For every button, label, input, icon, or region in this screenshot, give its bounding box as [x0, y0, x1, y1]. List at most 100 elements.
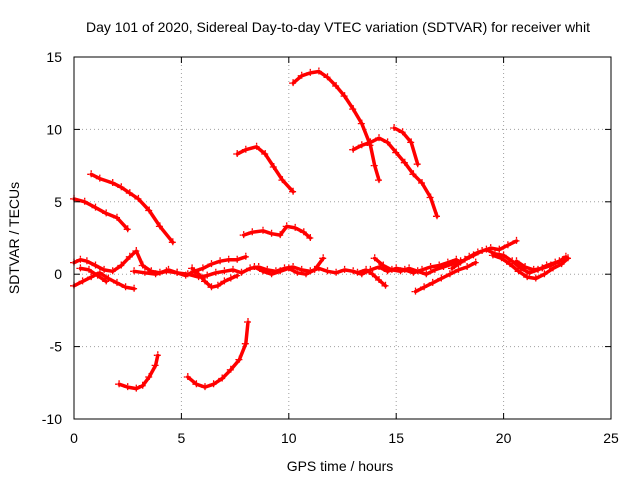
plus-marker: [299, 228, 308, 237]
plus-marker: [529, 265, 538, 274]
plus-marker: [153, 351, 162, 360]
plus-marker: [113, 213, 121, 222]
plus-marker: [383, 138, 392, 147]
plus-marker: [267, 270, 276, 279]
plus-marker: [323, 267, 332, 276]
plus-marker: [370, 254, 379, 263]
plus-marker: [370, 161, 379, 170]
plus-marker: [368, 270, 377, 279]
plus-marker: [241, 252, 250, 261]
x-axis-label: GPS time / hours: [287, 458, 394, 474]
plus-marker: [209, 380, 218, 389]
plus-marker: [121, 283, 130, 292]
series-trace: [351, 136, 439, 219]
plus-marker: [226, 365, 235, 374]
plus-marker: [293, 268, 302, 277]
series-trace: [89, 172, 175, 245]
plus-marker: [546, 261, 555, 270]
plus-marker: [426, 263, 435, 271]
chart-title: Day 101 of 2020, Sidereal Day-to-day VTE…: [86, 19, 590, 35]
data-series-s1: [70, 194, 132, 234]
plus-marker: [259, 226, 267, 235]
plus-marker: [269, 163, 278, 171]
plus-marker: [426, 193, 435, 202]
plus-marker: [252, 142, 261, 151]
plus-marker: [375, 176, 383, 185]
plus-marker: [486, 244, 495, 253]
axis-ticks: 0 5 10 15 20 25 -10 -5 0 5 10 15: [42, 49, 619, 446]
plus-marker: [82, 257, 91, 266]
data-series-s15: [250, 254, 328, 279]
plus-marker: [91, 261, 100, 270]
plot-frame: [73, 56, 612, 420]
plus-marker: [233, 255, 242, 264]
plus-marker: [306, 234, 315, 242]
plus-marker: [220, 267, 229, 276]
plus-marker: [488, 251, 497, 260]
x-tick-label: 25: [603, 430, 619, 446]
plus-marker: [332, 268, 341, 277]
series-trace: [392, 126, 420, 166]
plus-marker: [87, 170, 96, 179]
plus-marker: [244, 318, 252, 326]
plus-marker: [390, 124, 399, 132]
data-series-s21: [488, 251, 572, 283]
plus-marker: [151, 361, 160, 370]
plus-marker: [140, 268, 149, 277]
plus-marker: [319, 254, 328, 263]
plus-marker: [375, 134, 383, 143]
plus-marker: [168, 238, 177, 247]
plus-marker: [278, 176, 287, 185]
series-trace: [514, 255, 568, 272]
plus-marker: [289, 187, 298, 196]
plus-marker: [113, 278, 121, 287]
y-tick-label: 10: [46, 121, 62, 137]
plus-marker: [439, 263, 448, 271]
plus-marker: [76, 264, 85, 273]
plus-marker: [411, 287, 420, 296]
plus-marker: [289, 79, 298, 88]
data-series-s7: [390, 124, 422, 169]
series-trace: [190, 266, 239, 289]
plus-marker: [145, 373, 154, 381]
plus-marker: [102, 209, 111, 218]
y-tick-label: -10: [42, 411, 62, 427]
plus-marker: [213, 281, 222, 290]
plus-marker: [497, 254, 506, 263]
plus-marker: [430, 265, 439, 274]
plus-marker: [523, 273, 532, 282]
plus-marker: [379, 261, 388, 270]
series-trace: [491, 253, 570, 281]
plus-marker: [117, 183, 126, 192]
plus-marker: [241, 145, 250, 154]
data-series-s9: [183, 318, 252, 392]
data-series-s3: [233, 142, 298, 196]
plus-marker: [132, 384, 141, 393]
plus-marker: [173, 268, 182, 277]
plus-marker: [95, 174, 104, 183]
plus-marker: [291, 223, 300, 232]
series-trace: [78, 266, 108, 284]
plus-marker: [448, 264, 456, 273]
plus-marker: [194, 270, 203, 279]
plus-marker: [398, 128, 407, 137]
plus-marker: [93, 271, 102, 280]
series-trace: [186, 320, 250, 389]
plus-marker: [349, 145, 358, 154]
plus-marker: [237, 268, 246, 277]
series-trace: [355, 268, 388, 288]
plus-marker: [207, 283, 216, 292]
plus-marker: [407, 138, 416, 147]
x-tick-label: 0: [70, 430, 78, 446]
plus-marker: [207, 260, 216, 269]
plus-marker: [302, 270, 310, 279]
plus-marker: [306, 68, 315, 77]
plus-marker: [155, 222, 164, 231]
plus-marker: [512, 257, 521, 266]
plus-marker: [413, 267, 422, 276]
plus-marker: [226, 274, 235, 283]
plus-marker: [87, 273, 96, 282]
plus-marker: [125, 252, 134, 261]
plus-marker: [108, 267, 117, 276]
